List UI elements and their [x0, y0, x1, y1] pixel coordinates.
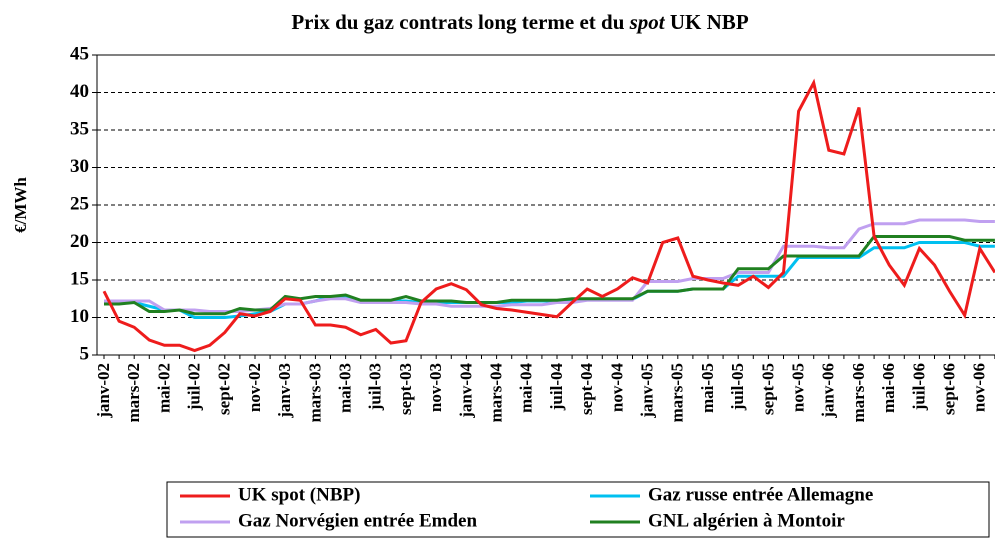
x-tick-label: mai-04	[517, 363, 536, 414]
x-tick-label: sept-03	[396, 363, 415, 415]
x-tick-label: mars-06	[849, 363, 868, 422]
x-tick-label: sept-02	[215, 363, 234, 415]
x-tick-label: juil-05	[728, 363, 747, 411]
x-tick-label: mai-03	[336, 363, 355, 413]
x-tick-label: mars-02	[124, 363, 143, 422]
x-tick-label: mai-05	[698, 363, 717, 413]
y-tick-label: 35	[70, 118, 89, 139]
x-tick-label: juil-06	[909, 363, 928, 411]
y-tick-label: 45	[70, 43, 89, 64]
title-part: spot	[629, 10, 666, 34]
legend-label: Gaz russe entrée Allemagne	[648, 484, 873, 505]
x-tick-label: mars-04	[487, 363, 506, 423]
x-tick-label: mai-02	[154, 363, 173, 413]
y-tick-label: 40	[70, 81, 89, 102]
x-tick-label: juil-04	[547, 363, 566, 412]
x-tick-label: janv-06	[819, 363, 838, 419]
y-tick-label: 5	[80, 343, 90, 364]
x-tick-label: janv-03	[275, 363, 294, 419]
legend-label: GNL algérien à Montoir	[648, 510, 845, 531]
chart-title: Prix du gaz contrats long terme et du sp…	[291, 10, 748, 34]
x-tick-label: mai-06	[879, 363, 898, 413]
x-tick-label: janv-02	[94, 363, 113, 419]
x-tick-label: juil-02	[185, 363, 204, 411]
x-tick-label: janv-04	[456, 363, 475, 419]
x-tick-label: mars-03	[305, 363, 324, 422]
y-axis-label: €/MWh	[11, 177, 30, 233]
legend-label: Gaz Norvégien entrée Emden	[238, 510, 477, 531]
x-tick-label: nov-03	[426, 363, 445, 412]
y-tick-label: 30	[70, 156, 89, 177]
y-tick-label: 20	[70, 231, 89, 252]
x-tick-label: juil-03	[366, 363, 385, 411]
legend-box	[166, 481, 990, 538]
x-tick-label: nov-02	[245, 363, 264, 412]
title-part: UK NBP	[665, 10, 749, 34]
series-line	[104, 218, 995, 313]
legend-label: UK spot (NBP)	[238, 484, 360, 505]
series-line	[104, 235, 995, 316]
x-tick-label: mars-05	[668, 363, 687, 422]
series-line	[102, 78, 995, 353]
x-tick-label: sept-05	[758, 363, 777, 415]
y-tick-label: 10	[70, 306, 89, 327]
x-tick-label: nov-05	[789, 363, 808, 412]
y-tick-label: 25	[70, 193, 89, 214]
x-tick-label: nov-06	[970, 363, 989, 412]
x-tick-label: janv-05	[638, 363, 657, 419]
x-tick-label: sept-04	[577, 363, 596, 415]
x-tick-label: sept-06	[940, 363, 959, 415]
title-part: Prix du gaz contrats long terme et du	[291, 10, 629, 34]
x-tick-label: nov-04	[607, 363, 626, 413]
y-tick-label: 15	[70, 268, 89, 289]
